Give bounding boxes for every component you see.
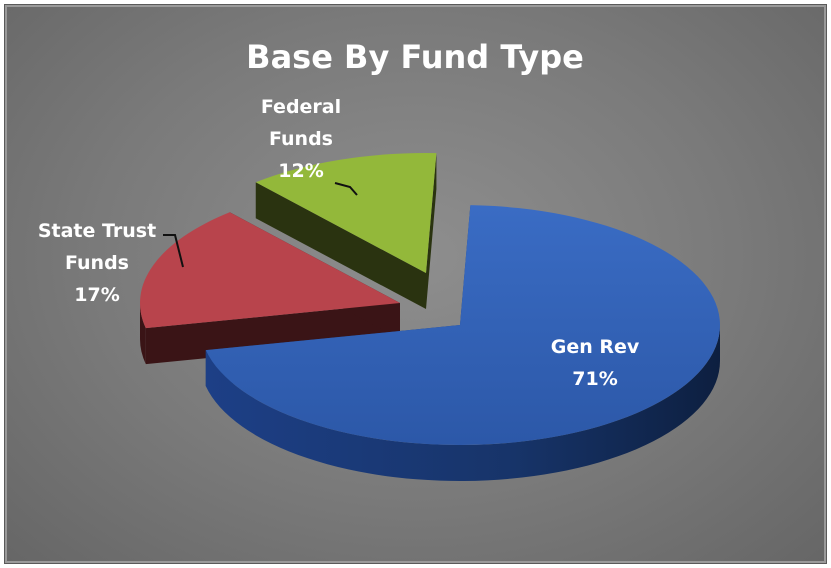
leader-line xyxy=(334,182,358,196)
data-label-line: 12% xyxy=(278,160,323,182)
data-label-gen-rev: Gen Rev 71% xyxy=(551,336,640,390)
data-label-line: Federal xyxy=(261,96,341,118)
labels-layer: Gen Rev 71% State Trust Funds 17% Federal Fund… xyxy=(38,96,640,390)
slice-wall xyxy=(426,153,437,309)
data-label-line: Funds xyxy=(269,128,333,150)
data-label-line: 71% xyxy=(572,368,617,390)
slices-layer xyxy=(140,153,721,482)
slice-top xyxy=(205,205,721,446)
chart-title: Base By Fund Type xyxy=(246,38,584,76)
pie-slice-gen-rev xyxy=(205,205,721,482)
pie-slice-state-trust-funds xyxy=(140,212,400,365)
data-label-line: State Trust xyxy=(38,220,156,242)
slice-top xyxy=(255,153,437,273)
slice-side xyxy=(140,303,146,365)
data-label-line: Funds xyxy=(65,252,129,274)
data-label-federal-funds: Federal Funds 12% xyxy=(261,96,341,182)
slice-wall xyxy=(255,182,426,309)
leader-line xyxy=(163,234,184,268)
data-label-line: 17% xyxy=(74,284,119,306)
pie-chart: Gen Rev 71% State Trust Funds 17% Federal Fund… xyxy=(38,38,721,482)
slice-top xyxy=(140,212,400,329)
data-label-state-trust-funds: State Trust Funds 17% xyxy=(38,220,156,306)
slice-side xyxy=(205,325,721,482)
chart-frame: Gen Rev 71% State Trust Funds 17% Federal Fund… xyxy=(4,4,827,564)
pie-slice-federal-funds xyxy=(255,153,437,309)
data-label-line: Gen Rev xyxy=(551,336,640,358)
slice-wall xyxy=(145,303,400,365)
